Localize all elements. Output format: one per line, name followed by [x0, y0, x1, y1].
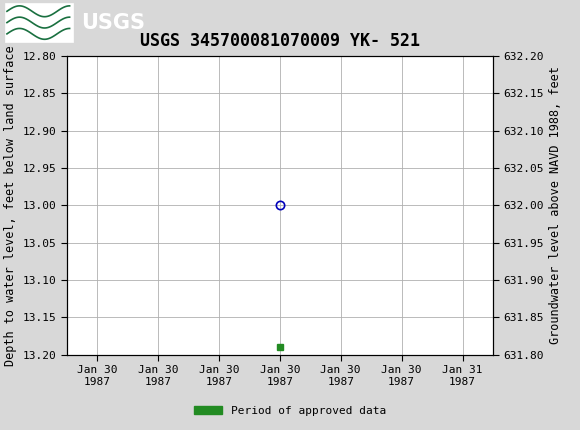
Legend: Period of approved data: Period of approved data — [190, 401, 390, 420]
Title: USGS 345700081070009 YK- 521: USGS 345700081070009 YK- 521 — [140, 32, 420, 50]
Y-axis label: Depth to water level, feet below land surface: Depth to water level, feet below land su… — [4, 45, 17, 366]
Bar — [6, 3, 72, 42]
Y-axis label: Groundwater level above NAVD 1988, feet: Groundwater level above NAVD 1988, feet — [549, 66, 563, 344]
Text: USGS: USGS — [81, 12, 145, 33]
